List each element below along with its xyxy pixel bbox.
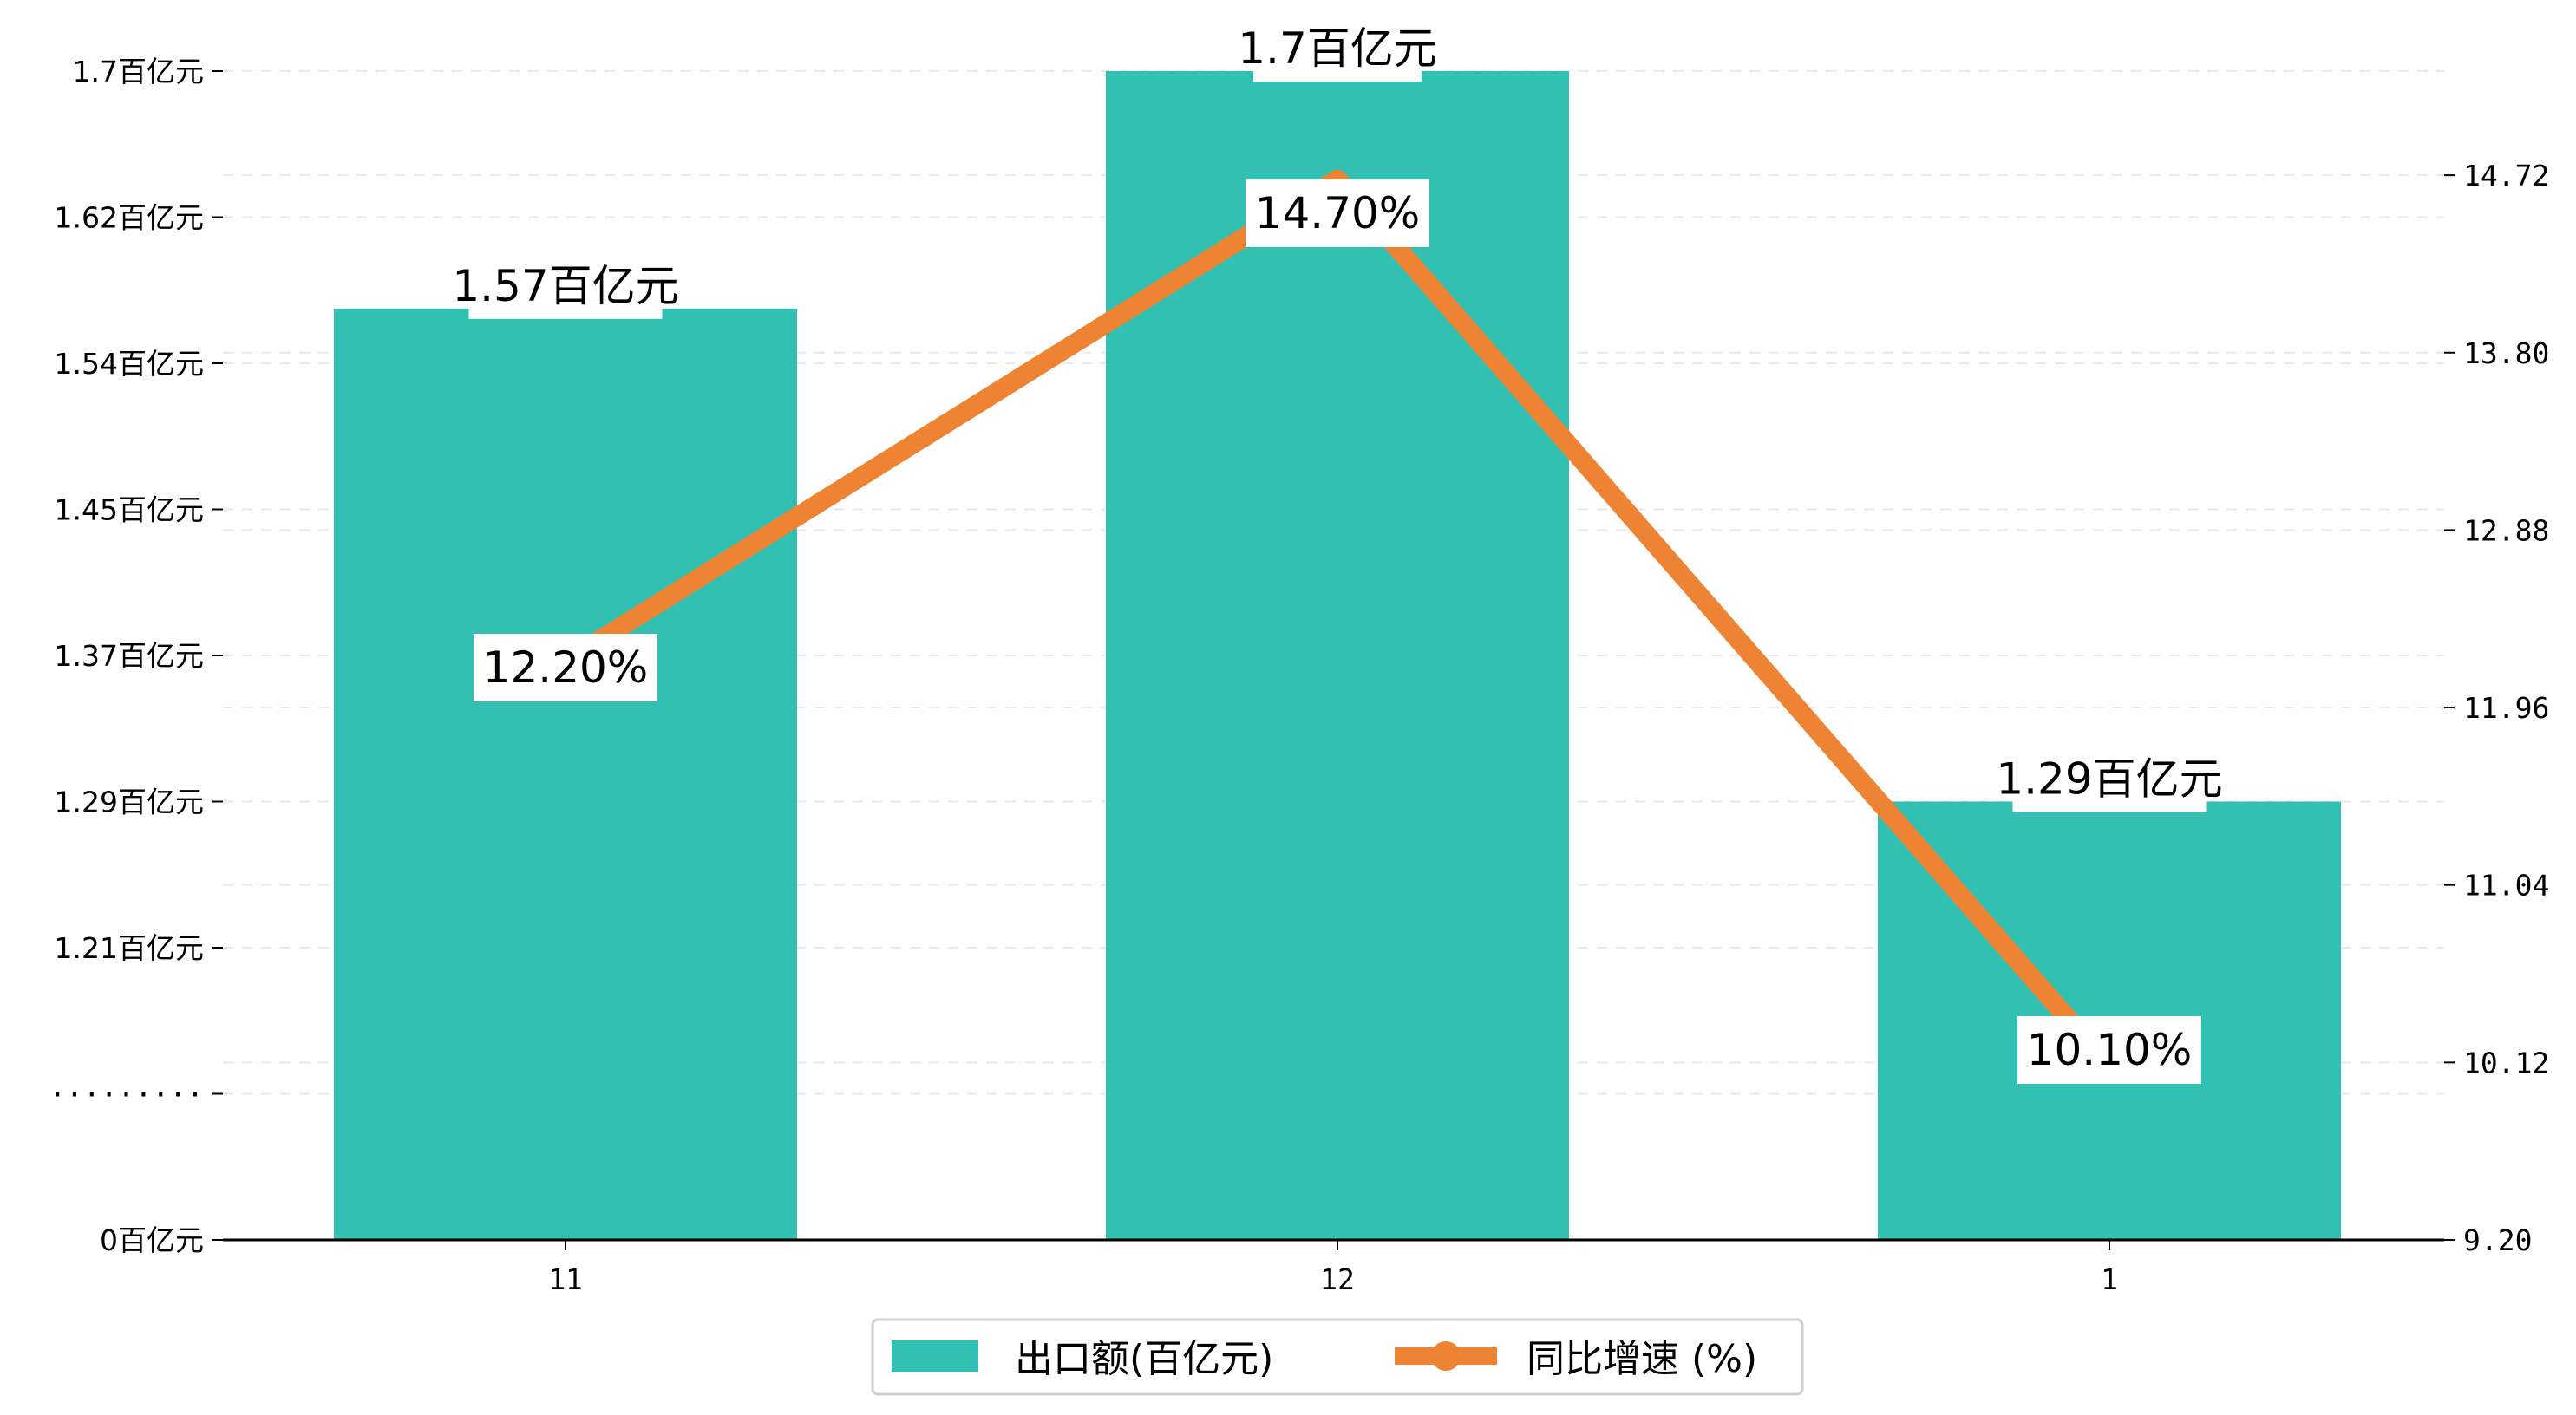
growth-value-label-box (1246, 179, 1429, 247)
x-tick-label: 12 (1320, 1262, 1355, 1296)
left-tick-label: 1.45百亿元 (55, 493, 204, 527)
left-tick-label: 1.37百亿元 (55, 639, 204, 673)
x-tick-label: 1 (2101, 1262, 2118, 1296)
growth-value-label: 10.10% (2027, 1025, 2193, 1075)
bar-11 (334, 308, 797, 1240)
legend-bar-swatch (892, 1340, 978, 1372)
data-labels: 1.57百亿元 1.7百亿元 1.29百亿元 12.20% 14.70% 10.10% (452, 16, 2223, 1084)
right-tick-label: 11.96 (2463, 691, 2549, 725)
right-tick-label: 12.88 (2463, 513, 2549, 547)
legend-bar-label: 出口额(百亿元) (1015, 1337, 1273, 1381)
right-tick-label: 11.04 (2463, 869, 2549, 903)
bar-value-label: 1.29百亿元 (1996, 754, 2222, 805)
bar-value-label-box (2012, 746, 2207, 812)
left-tick-label: 1.7百亿元 (73, 55, 204, 88)
right-tick-label: 9.20 (2463, 1223, 2532, 1257)
bar-value-label: 1.57百亿元 (452, 261, 678, 311)
growth-value-label-box (474, 634, 657, 701)
growth-value-label: 12.20% (483, 642, 649, 693)
bar-value-label-box (468, 252, 663, 319)
right-tick-label: 14.72 (2463, 159, 2549, 192)
legend-line-marker (1431, 1341, 1461, 1371)
legend-frame (871, 1318, 1804, 1396)
axes: 0百亿元 ········· 1.21百亿元 1.29百亿元 1.37百亿元 1.45百亿… (49, 55, 2549, 1296)
left-tick-label: 1.29百亿元 (55, 786, 204, 819)
left-tick-label: ········· (49, 1078, 204, 1112)
bar-value-label: 1.7百亿元 (1238, 23, 1437, 74)
legend-line-label: 同比增速 (%) (1527, 1337, 1757, 1381)
left-tick-label: 1.54百亿元 (55, 347, 204, 381)
legend: 出口额(百亿元) 同比增速 (%) (871, 1318, 1804, 1396)
right-tick-label: 13.80 (2463, 336, 2549, 370)
x-tick-label: 11 (548, 1262, 583, 1296)
growth-value-label: 14.70% (1255, 188, 1421, 238)
left-tick-label: 0百亿元 (100, 1223, 204, 1257)
bar-value-label-box (1253, 16, 1422, 82)
left-tick-label: 1.21百亿元 (55, 931, 204, 965)
right-tick-label: 10.12 (2463, 1046, 2549, 1079)
left-tick-label: 1.62百亿元 (55, 201, 204, 235)
growth-value-label-box (2017, 1016, 2201, 1084)
